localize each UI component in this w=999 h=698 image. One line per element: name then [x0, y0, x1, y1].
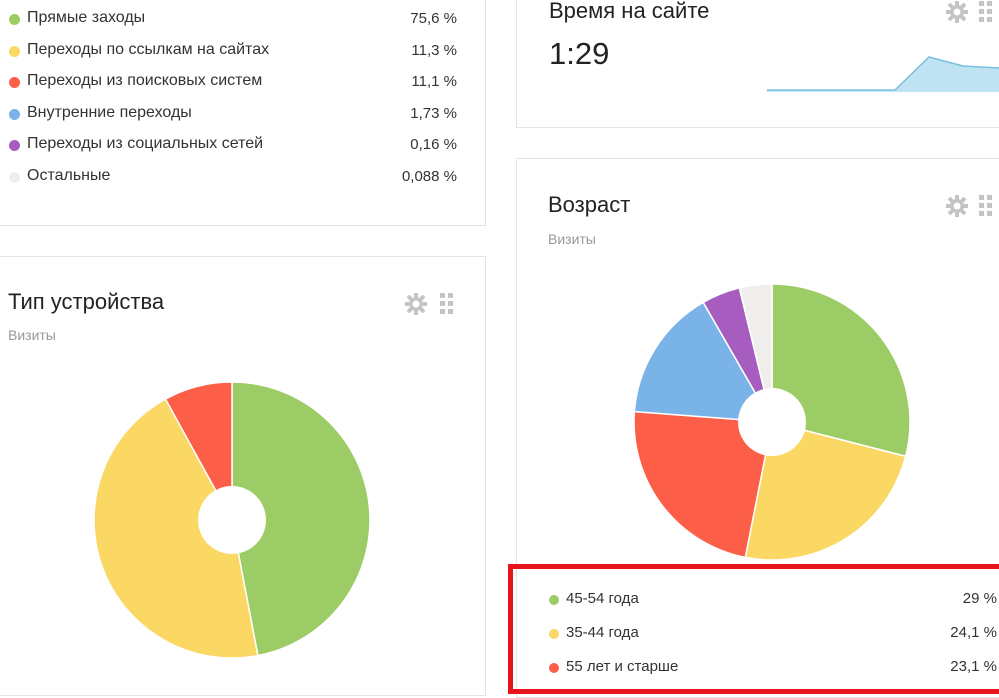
age-legend-item[interactable]: 45-54 года 29 %	[540, 589, 999, 613]
age-pie-slice[interactable]	[744, 421, 907, 561]
sources-legend-item[interactable]: Переходы из социальных сетей 0,16 %	[0, 134, 487, 158]
legend-value: 1,73 %	[410, 104, 457, 122]
legend-value: 24,1 %	[950, 624, 997, 641]
legend-color-dot	[9, 108, 20, 120]
drag-handle-icon[interactable]	[979, 195, 993, 217]
age-legend-item[interactable]: 35-44 года 24,1 %	[540, 623, 999, 647]
legend-label: 55 лет и старше	[566, 658, 679, 675]
legend-value: 23,1 %	[950, 658, 997, 675]
legend-label: 35-44 года	[566, 624, 639, 641]
drag-handle-icon[interactable]	[440, 293, 454, 315]
legend-value: 0,088 %	[401, 167, 457, 185]
legend-label: Переходы из социальных сетей	[27, 135, 264, 152]
legend-value: 11,3 %	[411, 41, 457, 59]
gear-icon[interactable]	[945, 0, 969, 24]
legend-color-dot	[549, 595, 559, 605]
age-pie-slice[interactable]	[633, 410, 773, 559]
age-pie-slice[interactable]	[771, 283, 911, 458]
legend-color-dot	[9, 171, 20, 183]
device-type-subtitle: Визиты	[8, 327, 56, 343]
legend-label: Переходы по ссылкам на сайтах	[27, 40, 270, 58]
sources-legend-item[interactable]: Переходы по ссылкам на сайтах 11,3 %	[0, 40, 487, 64]
legend-label: 45-54 года	[566, 590, 639, 607]
legend-color-dot	[549, 663, 559, 673]
device-pie-slice[interactable]	[231, 381, 371, 657]
legend-value: 29 %	[962, 590, 997, 607]
age-pie-slice[interactable]	[633, 301, 774, 423]
drag-handle-icon[interactable]	[979, 1, 993, 23]
time-on-site-title: Время на сайте	[549, 0, 710, 23]
age-title: Возраст	[548, 192, 631, 217]
device-pie-slice[interactable]	[164, 381, 233, 521]
legend-color-dot	[9, 140, 20, 151]
sources-legend-item[interactable]: Внутренние переходы 1,73 %	[0, 103, 487, 127]
age-pie-hole	[738, 388, 806, 456]
device-type-pie-chart	[93, 381, 371, 659]
time-on-site-card: Время на сайте 1:29	[516, 0, 999, 128]
gear-icon[interactable]	[404, 292, 428, 316]
sources-legend-item[interactable]: Прямые заходы 75,6 %	[0, 8, 487, 32]
time-sparkline	[767, 56, 999, 92]
device-pie-hole	[198, 486, 266, 554]
legend-color-dot	[9, 77, 20, 88]
age-pie-slice[interactable]	[738, 283, 773, 423]
age-pie-chart	[633, 283, 911, 561]
age-subtitle: Визиты	[548, 231, 596, 247]
sources-legend-item[interactable]: Переходы из поисковых систем 11,1 %	[0, 71, 487, 95]
device-pie-slice[interactable]	[93, 398, 259, 659]
legend-label: Переходы из поисковых систем	[27, 72, 263, 89]
traffic-sources-card: Прямые заходы 75,6 % Переходы по ссылкам н…	[0, 0, 486, 226]
legend-value: 75,6 %	[410, 10, 457, 27]
device-type-title: Тип устройства	[8, 289, 165, 314]
legend-label: Прямые заходы	[27, 9, 146, 26]
sources-legend-item[interactable]: Остальные 0,088 %	[0, 166, 487, 190]
legend-color-dot	[549, 629, 559, 639]
legend-label: Остальные	[27, 166, 111, 184]
time-on-site-value: 1:29	[549, 36, 610, 71]
legend-color-dot	[9, 14, 20, 25]
legend-color-dot	[9, 45, 20, 57]
age-legend-item[interactable]: 55 лет и старше 23,1 %	[540, 657, 999, 681]
legend-value: 11,1 %	[411, 73, 457, 90]
gear-icon[interactable]	[945, 194, 969, 218]
legend-label: Внутренние переходы	[27, 103, 192, 121]
legend-value: 0,16 %	[410, 136, 457, 153]
